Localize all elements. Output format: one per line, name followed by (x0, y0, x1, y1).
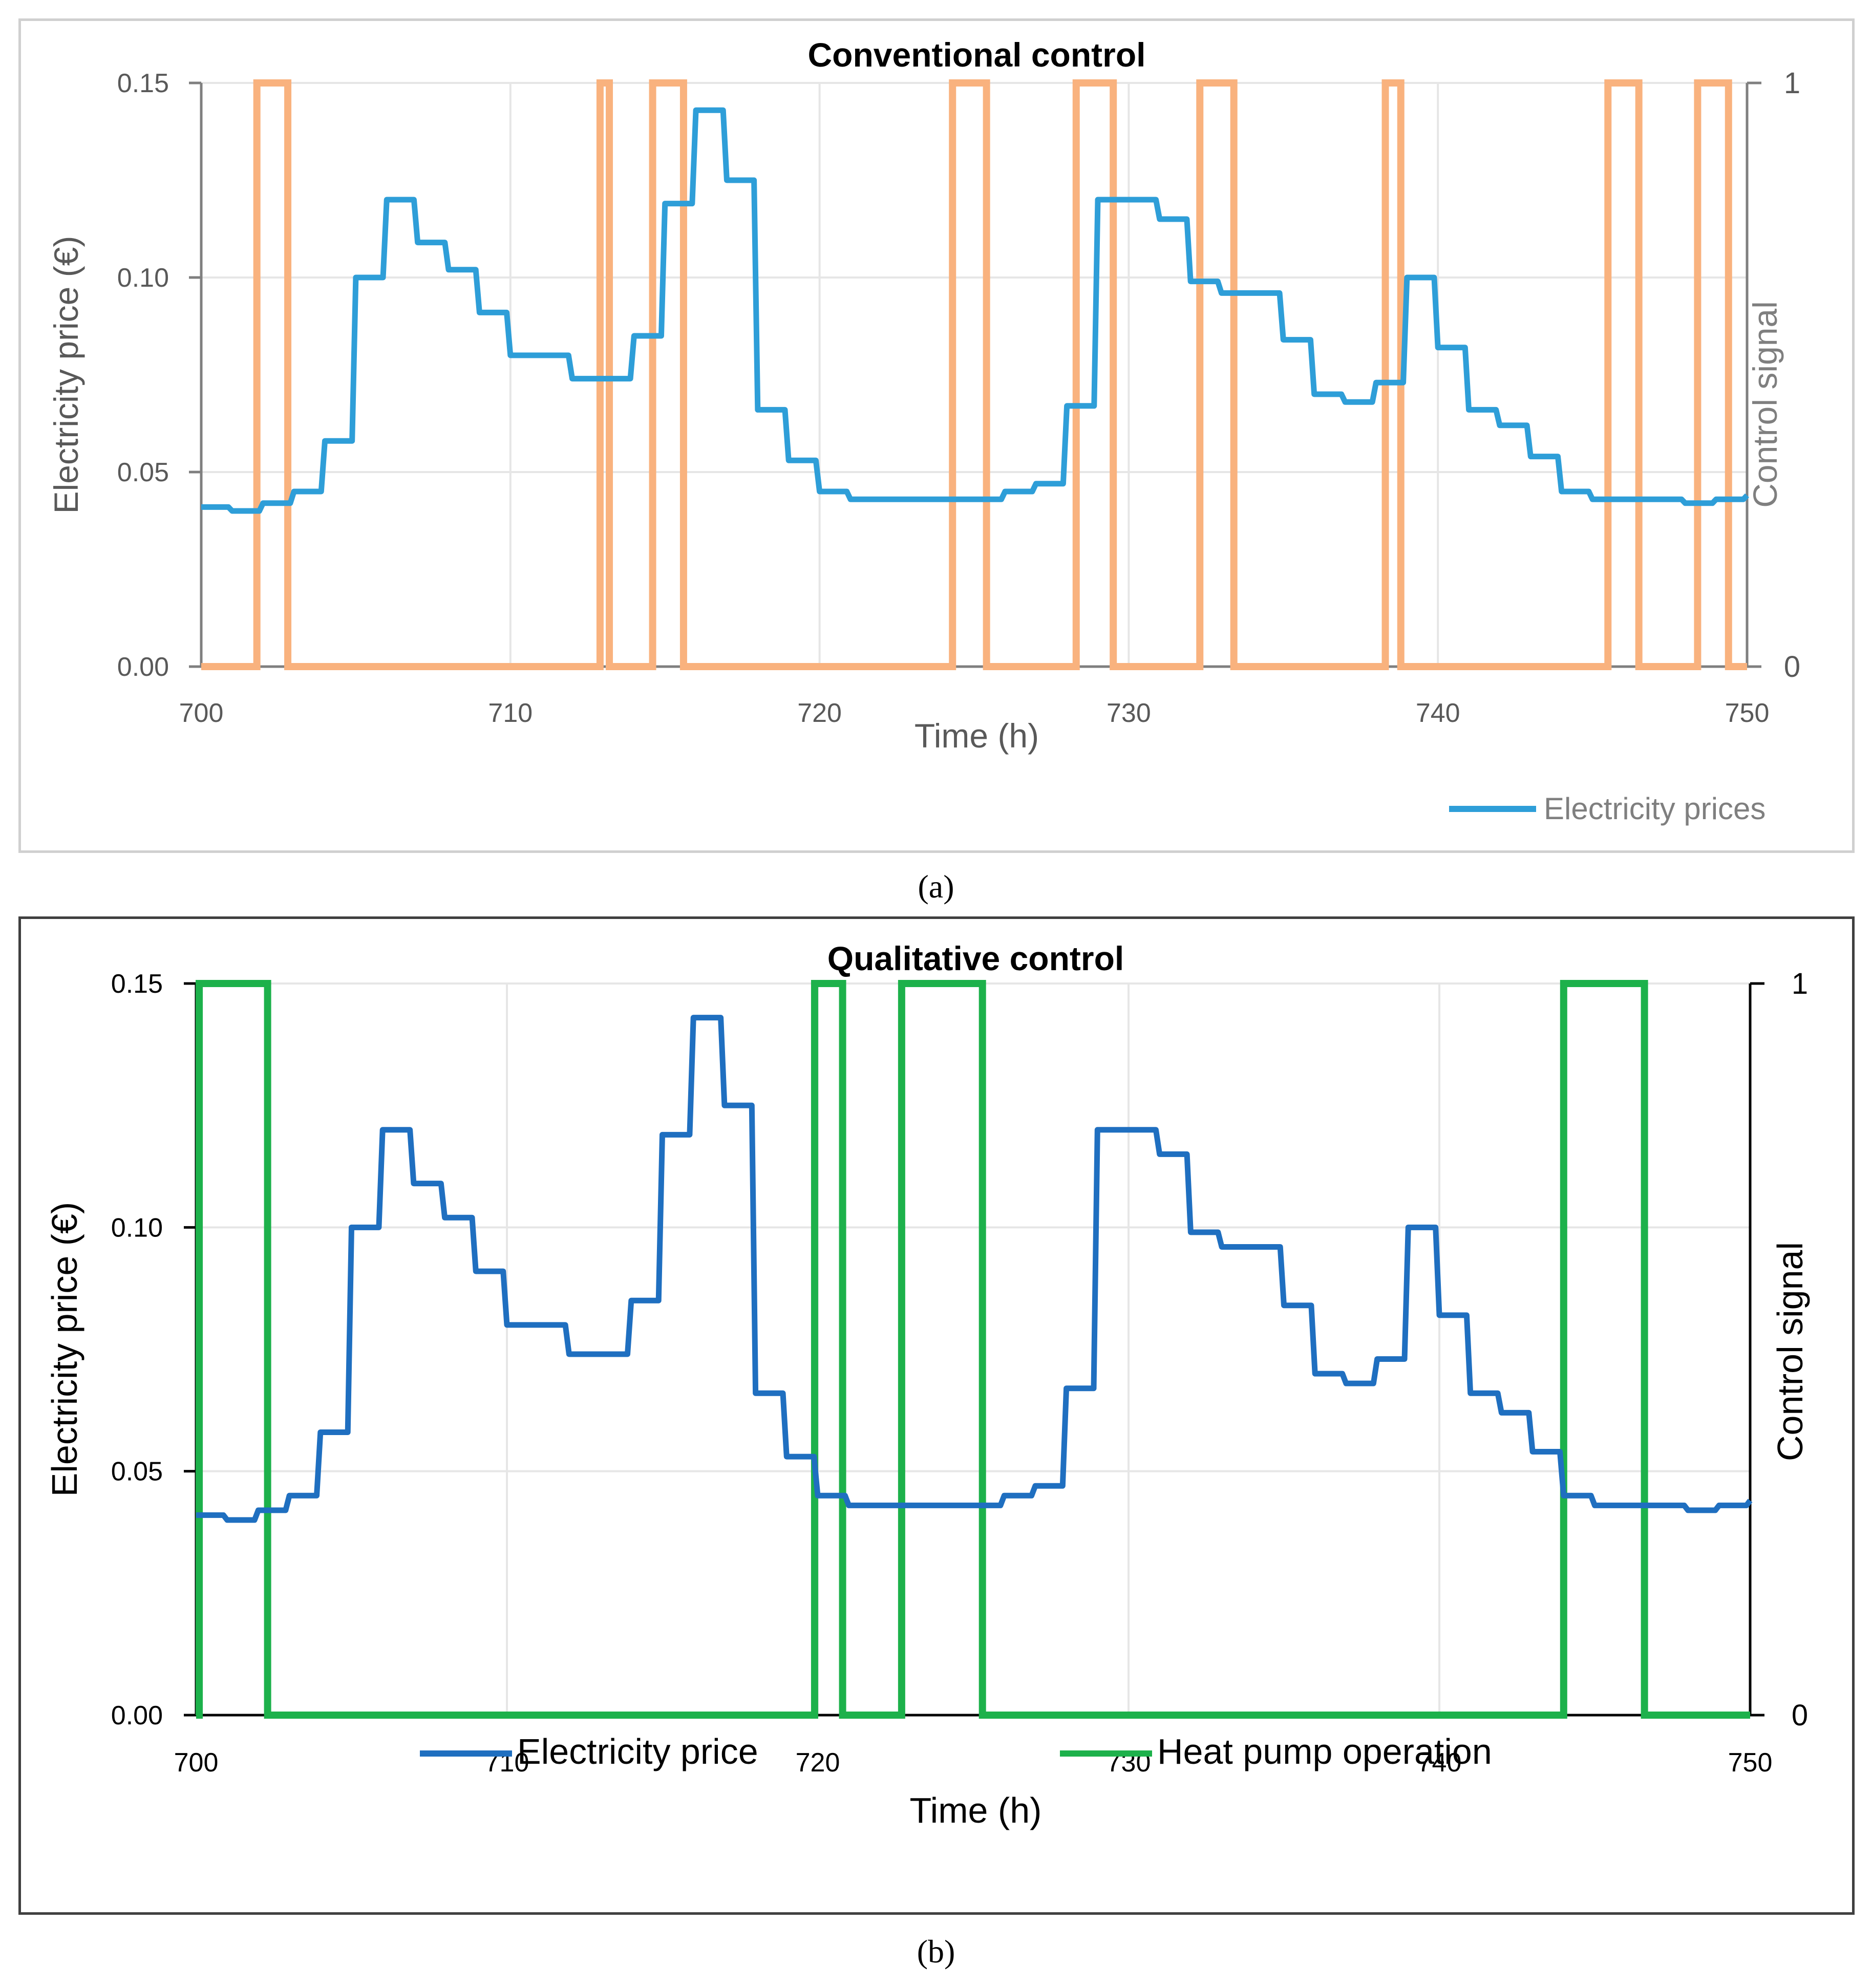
caption-a: (a) (918, 868, 954, 905)
chart-title: Qualitative control (827, 939, 1124, 977)
electricity-price-line (201, 107, 1749, 514)
y-tick-label: 0.05 (111, 1457, 163, 1487)
legend-label: Heat pump operation (1157, 1732, 1492, 1771)
legend-label: Electricity prices (1544, 792, 1765, 826)
x-tick-label: 720 (796, 1748, 840, 1778)
x-tick-label: 710 (488, 698, 533, 728)
electricity-price-line (196, 1015, 1753, 1523)
y-tick-label: 0.15 (111, 969, 163, 999)
x-tick-label: 720 (797, 698, 842, 728)
x-axis-label: Time (h) (914, 717, 1039, 755)
y2-axis-label: Control signal (1770, 1242, 1810, 1461)
control-signal-line (201, 79, 1747, 670)
caption-b: (b) (917, 1933, 955, 1970)
chart-panel-a (18, 18, 1855, 853)
y2-tick-label: 0 (1792, 1699, 1808, 1732)
x-tick-label: 730 (1107, 698, 1151, 728)
y-tick-label: 0.15 (117, 69, 169, 98)
y-tick-label: 0.05 (117, 458, 169, 487)
chart-panel-b (18, 916, 1855, 1915)
x-tick-label: 740 (1416, 698, 1460, 728)
x-tick-label: 700 (174, 1748, 219, 1778)
y2-axis-label: Control signal (1746, 301, 1784, 508)
y2-tick-label: 0 (1784, 650, 1800, 683)
y-tick-label: 0.00 (117, 652, 169, 682)
y-axis-label: Electricity price (€) (47, 236, 85, 514)
x-tick-label: 750 (1725, 698, 1770, 728)
x-tick-label: 740 (1417, 1748, 1462, 1778)
chart-title: Conventional control (808, 36, 1146, 74)
y-axis-label: Electricity price (€) (45, 1202, 84, 1497)
y2-tick-label: 1 (1784, 67, 1800, 100)
y-tick-label: 0.00 (111, 1701, 163, 1730)
y-tick-label: 0.10 (111, 1213, 163, 1243)
y2-tick-label: 1 (1792, 967, 1808, 1000)
y-tick-label: 0.10 (117, 263, 169, 293)
legend-label: Electricity price (517, 1732, 758, 1771)
x-tick-label: 750 (1728, 1748, 1773, 1778)
x-axis-label: Time (h) (910, 1790, 1042, 1830)
x-tick-label: 700 (179, 698, 224, 728)
control-signal-line (196, 980, 1750, 1719)
